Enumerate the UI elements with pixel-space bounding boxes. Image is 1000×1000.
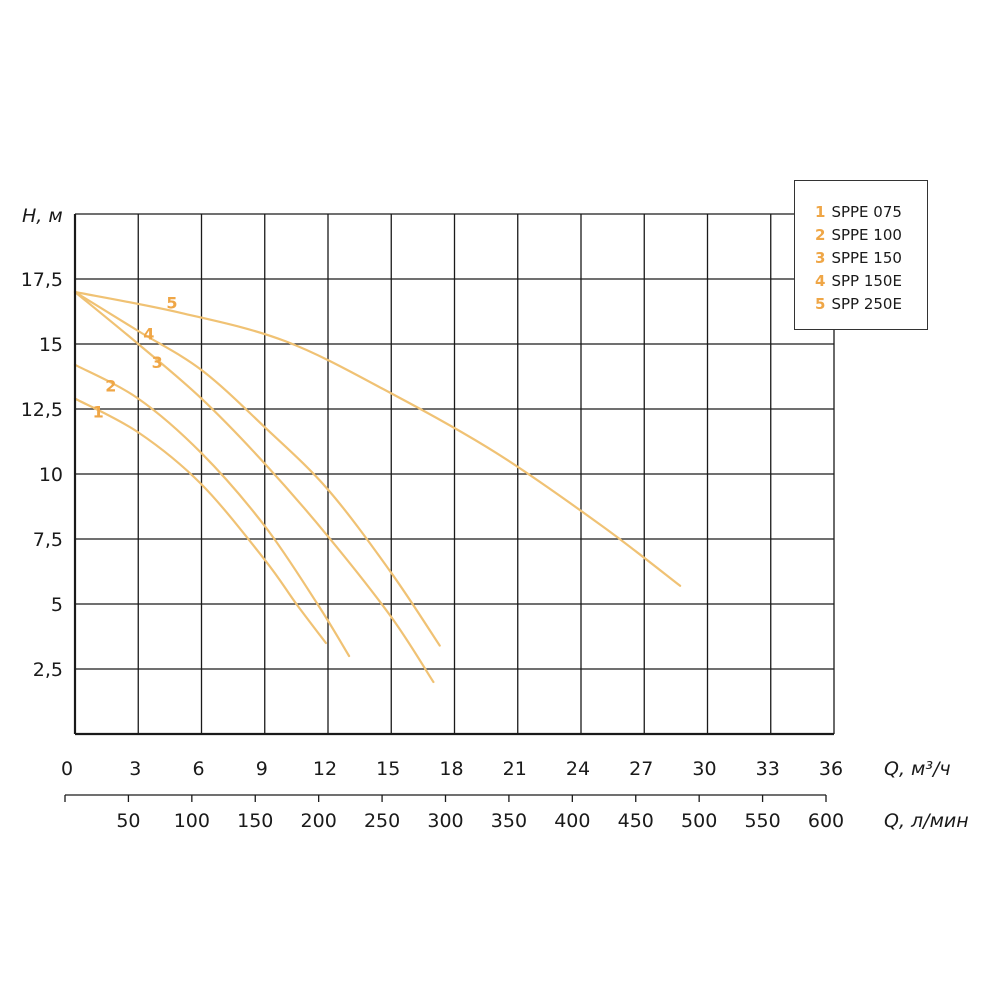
- x2-tick-label: 550: [744, 810, 780, 832]
- x2-tick-label: 100: [174, 810, 210, 832]
- y-tick-label: 2,5: [33, 659, 63, 681]
- legend-number: 4: [815, 272, 826, 290]
- y-tick-label: 7,5: [33, 529, 63, 551]
- x2-axis-title: Q, л/мин: [884, 810, 969, 832]
- legend-label: SPPE 075: [831, 203, 902, 221]
- curve-4: [73, 290, 441, 647]
- curve-label-3: 3: [152, 353, 163, 372]
- y-axis-title: H, м: [22, 205, 63, 227]
- x-tick-label: 0: [61, 758, 73, 780]
- curves: [73, 290, 682, 684]
- x-tick-label: 21: [503, 758, 527, 780]
- y-tick-label: 17,5: [21, 269, 63, 291]
- legend-label: SPP 250E: [831, 295, 902, 313]
- curve-2: [73, 363, 351, 658]
- legend-item-2: 2 SPPE 100: [815, 224, 927, 247]
- legend-number: 3: [815, 249, 826, 267]
- x-tick-label: 12: [313, 758, 337, 780]
- x2-tick-label: 50: [116, 810, 140, 832]
- x-tick-label: 27: [629, 758, 653, 780]
- y-tick-label: 10: [39, 464, 63, 486]
- x2-tick-label: 600: [808, 810, 844, 832]
- x2-tick-label: 150: [237, 810, 273, 832]
- legend-label: SPPE 150: [831, 249, 902, 267]
- x2-tick-label: 400: [554, 810, 590, 832]
- curve-3: [73, 290, 435, 684]
- x2-tick-label: 500: [681, 810, 717, 832]
- legend: 1 SPPE 075 2 SPPE 100 3 SPPE 150 4 SPP 150E …: [794, 180, 928, 330]
- x-tick-label: 30: [692, 758, 716, 780]
- y-tick-label: 5: [51, 594, 63, 616]
- legend-number: 5: [815, 295, 826, 313]
- x2-tick-label: 350: [491, 810, 527, 832]
- x-tick-label: 18: [439, 758, 463, 780]
- curve-label-5: 5: [166, 293, 177, 312]
- legend-number: 1: [815, 203, 826, 221]
- curve-label-2: 2: [105, 377, 116, 396]
- curve-1: [73, 397, 327, 645]
- legend-label: SPPE 100: [831, 226, 902, 244]
- x-tick-label: 33: [756, 758, 780, 780]
- y-tick-label: 12,5: [21, 399, 63, 421]
- x-tick-label: 15: [376, 758, 400, 780]
- grid: [75, 213, 835, 734]
- x2-tick-label: 250: [364, 810, 400, 832]
- legend-item-1: 1 SPPE 075: [815, 201, 927, 224]
- x2-tick-label: 300: [427, 810, 463, 832]
- legend-item-5: 5 SPP 250E: [815, 293, 927, 316]
- x-axis-title: Q, м³/ч: [884, 758, 951, 780]
- curve-5: [73, 290, 682, 587]
- x-tick-label: 3: [129, 758, 141, 780]
- curve-label-1: 1: [93, 403, 104, 422]
- x2-tick-label: 200: [301, 810, 337, 832]
- x-tick-label: 9: [256, 758, 268, 780]
- legend-label: SPP 150E: [831, 272, 902, 290]
- x-tick-label: 24: [566, 758, 590, 780]
- legend-item-4: 4 SPP 150E: [815, 270, 927, 293]
- legend-number: 2: [815, 226, 826, 244]
- y-tick-label: 15: [39, 334, 63, 356]
- legend-item-3: 3 SPPE 150: [815, 247, 927, 270]
- x2-tick-label: 450: [618, 810, 654, 832]
- x-tick-label: 6: [192, 758, 204, 780]
- curve-label-4: 4: [143, 325, 154, 344]
- curve-labels: 12 3 45: [93, 293, 178, 421]
- x-tick-label: 36: [819, 758, 843, 780]
